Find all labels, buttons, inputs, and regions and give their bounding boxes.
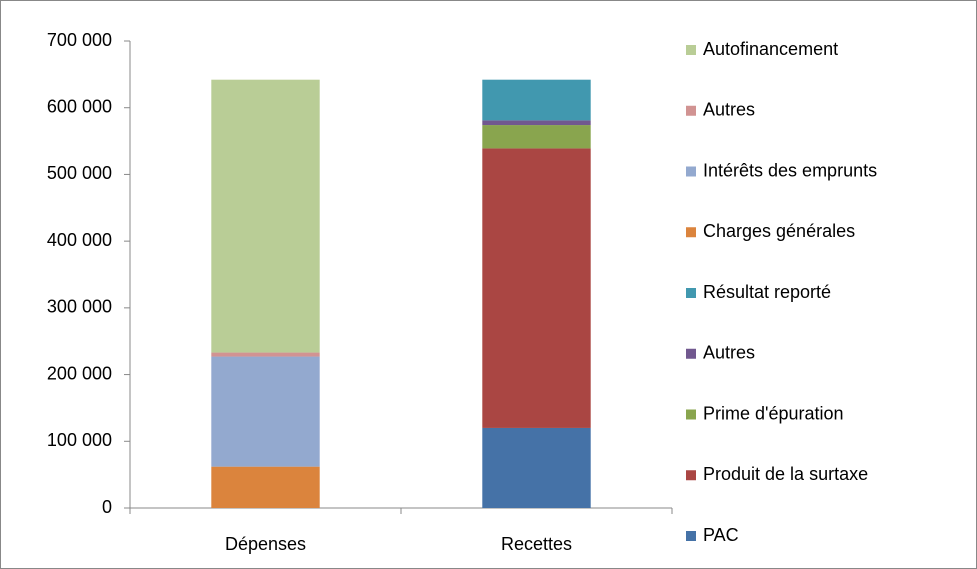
y-tick-label: 0	[102, 497, 112, 517]
bar-segment	[482, 120, 591, 126]
y-tick-label: 300 000	[47, 297, 112, 317]
bar-segment	[211, 466, 320, 508]
legend-swatch	[686, 45, 696, 55]
legend-swatch	[686, 166, 696, 177]
y-tick-label: 100 000	[47, 430, 112, 450]
legend-swatch	[686, 227, 696, 238]
bar-segment	[482, 148, 591, 428]
y-tick-label: 200 000	[47, 363, 112, 383]
x-tick-label: Recettes	[501, 534, 572, 554]
y-tick-label: 600 000	[47, 96, 112, 116]
legend-label: Prime d'épuration	[703, 403, 844, 423]
bar-segment	[211, 79, 320, 353]
legend-swatch	[686, 348, 696, 359]
bar-segment	[482, 125, 591, 149]
bar-segment	[482, 427, 591, 508]
bar-segment	[482, 79, 591, 121]
bar-segment	[211, 356, 320, 467]
bar-segment	[211, 352, 320, 357]
legend-swatch	[686, 470, 696, 481]
legend-swatch	[686, 288, 696, 298]
legend-swatch	[686, 531, 696, 541]
legend-label: Charges générales	[703, 221, 855, 241]
x-tick-label: Dépenses	[225, 534, 306, 554]
legend-label: Autres	[703, 343, 755, 363]
y-tick-label: 700 000	[47, 30, 112, 50]
legend-label: PAC	[703, 525, 739, 545]
legend-label: Intérêts des emprunts	[703, 160, 877, 180]
y-tick-label: 400 000	[47, 230, 112, 250]
legend-label: Autofinancement	[703, 39, 838, 59]
legend-label: Résultat reporté	[703, 282, 831, 302]
y-tick-label: 500 000	[47, 163, 112, 183]
legend-label: Produit de la surtaxe	[703, 464, 868, 484]
legend-swatch	[686, 105, 696, 116]
legend-label: Autres	[703, 100, 755, 120]
legend-swatch	[686, 409, 696, 420]
